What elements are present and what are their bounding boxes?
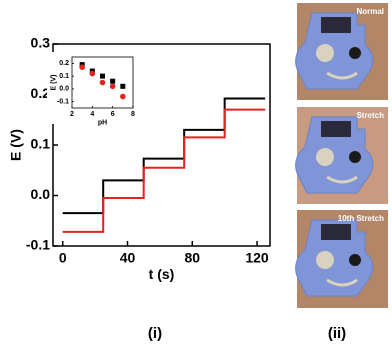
point	[79, 64, 85, 70]
y-tick-label: 0.2	[59, 60, 69, 67]
electrode	[316, 251, 334, 269]
electrode	[321, 17, 351, 33]
point	[109, 83, 116, 90]
smile	[326, 71, 358, 80]
x-tick-label: 4	[90, 111, 94, 118]
electrode	[349, 47, 361, 59]
x-tick-label: 8	[131, 111, 135, 118]
y-tick-label: -0.1	[57, 98, 69, 105]
photo-label: Normal	[356, 7, 384, 16]
device-body	[295, 219, 374, 297]
y-tick-label: 0.0	[59, 86, 69, 93]
x-tick-label: 40	[120, 249, 136, 265]
x-tick-label: 0	[59, 249, 67, 265]
point	[89, 70, 96, 77]
point	[110, 78, 116, 84]
electrode	[321, 121, 351, 137]
point	[120, 83, 126, 89]
electrode	[321, 224, 351, 240]
x-tick-label: 6	[111, 111, 115, 118]
y-axis-label: E (V)	[51, 75, 58, 91]
photo-label: 10th Stretch	[338, 214, 384, 223]
y-tick-label: 0.1	[59, 73, 69, 80]
y-axis-label: E (V)	[7, 129, 23, 161]
point	[100, 73, 105, 79]
plot-frame	[71, 56, 134, 109]
panel-label: (ii)	[328, 325, 346, 342]
smile	[326, 175, 358, 184]
panel-label: (i)	[148, 325, 162, 342]
y-tick-label: 0.2	[31, 85, 51, 101]
point	[99, 79, 106, 86]
x-axis-label: pH	[98, 120, 107, 127]
device-body	[295, 12, 374, 90]
device-body	[295, 116, 374, 194]
electrode	[349, 254, 361, 266]
photo-label: Stretch	[356, 111, 384, 120]
x-tick-label: 120	[245, 249, 269, 265]
electrode	[316, 44, 334, 62]
y-tick-label: 0.3	[31, 35, 51, 51]
y-tick-label: -0.1	[26, 237, 50, 253]
electrode	[316, 148, 334, 166]
y-tick-label: 0.0	[31, 186, 51, 202]
y-tick-label: 0.1	[31, 136, 51, 152]
x-tick-label: 80	[184, 249, 200, 265]
x-tick-label: 2	[70, 111, 74, 118]
x-axis-label: t (s)	[149, 266, 175, 282]
smile	[326, 278, 358, 287]
series-line	[62, 108, 266, 233]
electrode	[349, 151, 361, 163]
point	[120, 93, 126, 100]
